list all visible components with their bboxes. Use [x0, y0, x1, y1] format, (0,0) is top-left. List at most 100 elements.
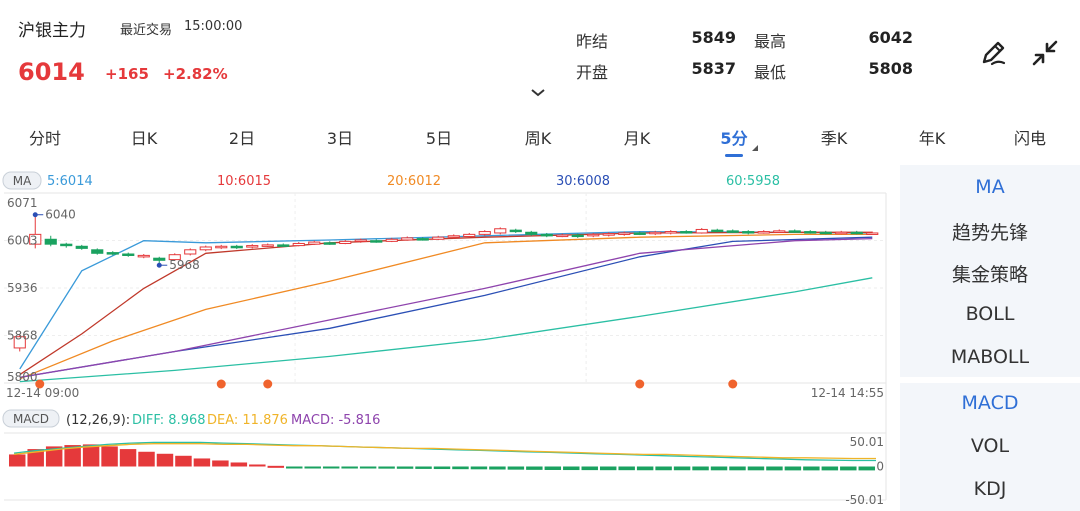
candle-body	[44, 238, 57, 245]
tab-flash[interactable]: 闪电	[1013, 129, 1047, 148]
signal-marker	[35, 379, 45, 389]
indicator-maboll[interactable]: MABOLL	[950, 346, 1030, 368]
y-axis-label: 5800	[7, 370, 38, 384]
candle-body	[323, 242, 336, 245]
candle-body	[153, 257, 166, 261]
candle-body	[184, 249, 197, 255]
macd-bar	[673, 466, 691, 471]
macd-bar	[710, 466, 728, 471]
signal-marker	[728, 379, 738, 389]
candle-body	[215, 245, 228, 249]
caret-icon[interactable]	[752, 145, 758, 151]
pen-icon[interactable]	[978, 38, 1008, 68]
chevron-down-icon[interactable]	[530, 88, 546, 98]
indicator-panel: MA 趋势先锋 集金策略 BOLL MABOLL MACD VOL KDJ	[900, 165, 1080, 511]
macd-bar	[101, 446, 118, 467]
candle-body	[60, 243, 73, 247]
candle-body	[525, 231, 538, 235]
macd-value-label: MACD: -5.816	[291, 413, 380, 428]
candle	[168, 253, 181, 262]
quote-value-prev-settle: 5849	[691, 28, 736, 47]
macd-diff-label: DIFF: 8.968	[132, 413, 206, 428]
candle	[261, 243, 274, 247]
tab-5day[interactable]: 5日	[425, 129, 453, 148]
candle	[804, 230, 817, 234]
signal-marker	[263, 379, 273, 389]
candle	[835, 230, 848, 235]
candle	[106, 251, 119, 256]
quote-value-low: 5808	[868, 59, 913, 78]
indicator-ma[interactable]: MA	[975, 176, 1005, 198]
candle	[509, 228, 522, 233]
ma-line	[19, 237, 873, 379]
tab-monthly-k[interactable]: 月K	[623, 129, 651, 148]
price-change: +165	[105, 65, 149, 83]
tab-weekly-k[interactable]: 周K	[524, 129, 552, 148]
indicator-gold-strategy[interactable]: 集金策略	[951, 264, 1028, 286]
candle	[354, 238, 367, 243]
macd-bar	[452, 466, 469, 470]
indicator-macd[interactable]: MACD	[961, 392, 1019, 414]
tab-intraday[interactable]: 分时	[28, 129, 62, 148]
tab-2day[interactable]: 2日	[228, 129, 256, 148]
candle	[602, 232, 615, 237]
macd-bar	[544, 466, 562, 470]
candle	[726, 229, 739, 233]
indicator-kdj[interactable]: KDJ	[973, 478, 1007, 500]
candle-body	[819, 231, 832, 235]
candle-body	[463, 233, 476, 237]
tab-daily-k[interactable]: 日K	[130, 129, 158, 148]
candle	[416, 237, 429, 241]
candle	[742, 230, 755, 235]
macd-bar	[249, 464, 266, 467]
candle	[463, 232, 476, 238]
candle-body	[618, 232, 631, 235]
macd-bar	[156, 453, 174, 467]
period-tabs: 分时 日K 2日 3日 5日 周K 月K 5分 季K 年K 闪电	[0, 125, 1080, 155]
indicator-trend-pioneer[interactable]: 趋势先锋	[951, 222, 1028, 244]
tab-quarterly-k[interactable]: 季K	[820, 129, 848, 148]
candle-body	[556, 234, 569, 238]
annotation-label: 5968	[169, 258, 200, 272]
candle-body	[385, 238, 398, 242]
macd-bar	[9, 454, 26, 467]
candle-body	[742, 231, 755, 234]
candle	[494, 227, 507, 235]
indicator-boll[interactable]: BOLL	[965, 303, 1015, 325]
macd-bar	[636, 466, 654, 471]
macd-bar	[193, 458, 211, 467]
candle-body	[13, 336, 26, 349]
indicator-vol[interactable]: VOL	[970, 435, 1010, 457]
ma-badge	[2, 171, 42, 190]
quote-value-open: 5837	[691, 59, 736, 78]
ma-legend-item: 60:5958	[726, 174, 780, 189]
candle-body	[432, 236, 445, 240]
quote-label-low: 最低	[754, 63, 787, 82]
last-trade-label: 最近交易	[120, 23, 173, 38]
candle-body	[230, 245, 243, 249]
candle	[277, 243, 290, 247]
candle	[246, 244, 259, 249]
collapse-arrows-icon[interactable]	[1030, 38, 1060, 68]
candle-body	[804, 231, 817, 234]
tab-5min[interactable]: 5分	[720, 129, 748, 148]
candle-body	[339, 240, 352, 244]
candle	[75, 244, 88, 250]
macd-bar	[359, 466, 377, 469]
candle	[401, 236, 414, 241]
candle	[339, 239, 352, 245]
tab-yearly-k[interactable]: 年K	[918, 129, 946, 148]
macd-params: (12,26,9):	[66, 413, 130, 428]
last-trade-time: 15:00:00	[184, 19, 243, 34]
macd-y-axis-label: -50.01	[845, 493, 884, 507]
candle-body	[277, 244, 290, 247]
annotation-label: 6040	[45, 208, 76, 222]
kline-chart[interactable]: MA 5:6014 10:6015 20:6012 30:6008 60:5958 6071…	[0, 165, 900, 511]
macd-bar	[526, 466, 543, 470]
candle-body	[649, 231, 662, 235]
quote-label-high: 最高	[754, 32, 787, 51]
y-axis-label: 5936	[7, 281, 38, 295]
tab-3day[interactable]: 3日	[326, 129, 354, 148]
candle-body	[633, 232, 646, 235]
candle-body	[788, 230, 801, 233]
